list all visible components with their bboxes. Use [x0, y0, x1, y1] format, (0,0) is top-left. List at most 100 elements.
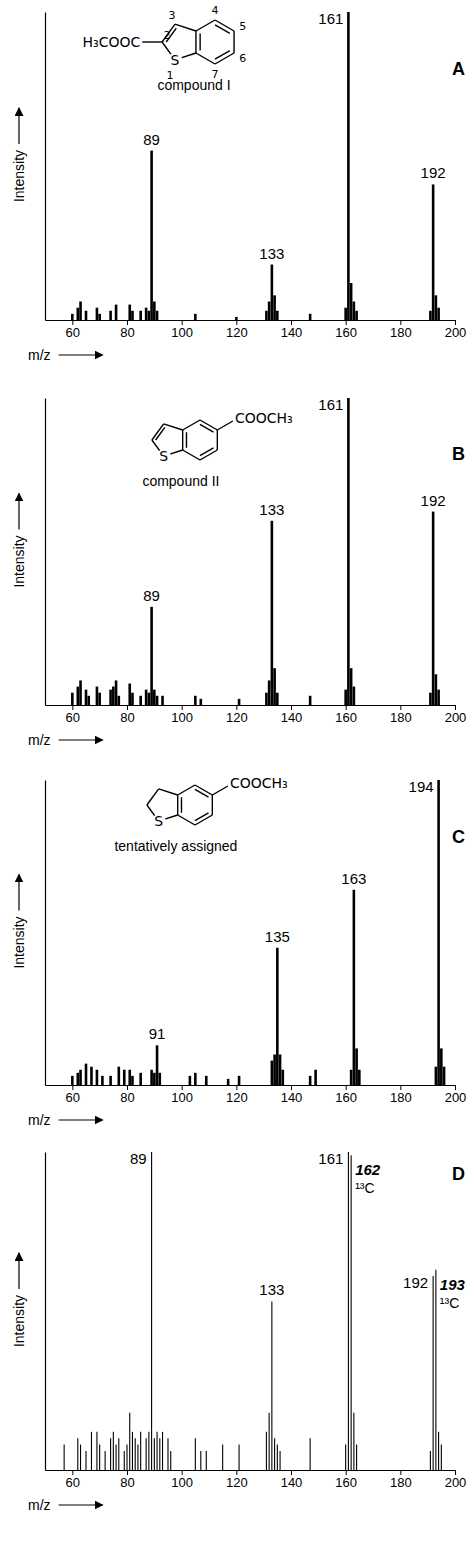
x-tick: 180 [390, 705, 412, 725]
x-tick: 60 [66, 1470, 80, 1490]
x-axis-line [46, 1085, 456, 1086]
peak [277, 1445, 278, 1470]
y-axis-arrow [18, 493, 19, 529]
double-bond [215, 25, 230, 34]
peak [137, 1445, 138, 1470]
x-tick: 140 [281, 1470, 303, 1490]
y-axis-title: Intensity [11, 535, 27, 587]
peak [131, 311, 134, 320]
panel: 6080100120140160180200Intensitym/zD89133… [11, 1150, 466, 1513]
peak [145, 308, 148, 320]
peak [273, 1055, 276, 1086]
peak [85, 311, 88, 320]
x-tick-label: 160 [335, 1090, 357, 1105]
peak-label: 192 [421, 164, 446, 181]
bond [183, 450, 200, 460]
peak [148, 311, 151, 320]
x-axis-title: m/z [28, 1497, 51, 1513]
peak [266, 1432, 267, 1470]
peak [85, 690, 88, 705]
peak [159, 1438, 160, 1470]
x-tick: 60 [66, 1085, 80, 1105]
peak [443, 1067, 446, 1085]
peak [268, 302, 271, 320]
peak [129, 1413, 130, 1470]
peak [80, 1445, 81, 1470]
x-tick: 140 [281, 705, 303, 725]
x-tick: 180 [390, 320, 412, 340]
x-tick: 120 [226, 1470, 248, 1490]
structure: COOCH₃Stentatively assigned [114, 775, 287, 854]
peak [353, 1413, 354, 1470]
peak [437, 780, 440, 1085]
peak [105, 1451, 106, 1470]
x-tick-label: 60 [66, 1475, 80, 1490]
atom-number: 3 [168, 9, 175, 22]
peak [194, 1073, 197, 1085]
x-tick-label: 140 [281, 710, 303, 725]
peak-label: 161 [318, 1150, 343, 1167]
x-tick-label: 80 [120, 1090, 134, 1105]
peak [123, 1070, 126, 1085]
bond [200, 420, 217, 430]
peak [435, 295, 438, 320]
peak-label: 133 [259, 501, 284, 518]
x-tick-label: 200 [445, 1475, 467, 1490]
peak [274, 1438, 275, 1470]
peak [347, 398, 350, 705]
peak [162, 1432, 163, 1470]
y-axis [45, 13, 46, 321]
x-axis: 6080100120140160180200 [46, 320, 467, 340]
peak [355, 311, 358, 320]
bond [195, 785, 212, 795]
peak [153, 1073, 156, 1085]
x-axis-title: m/z [28, 732, 51, 748]
peak [132, 1432, 133, 1470]
bond [217, 421, 233, 430]
peak [353, 302, 356, 320]
peak [109, 311, 112, 320]
peak [153, 690, 156, 705]
peak [145, 690, 148, 705]
peak [282, 1070, 285, 1085]
y-axis-line [45, 1153, 46, 1471]
peak [87, 696, 90, 705]
y-axis-arrow [18, 108, 19, 144]
peak [353, 890, 356, 1085]
peak [77, 1438, 78, 1470]
panel-title: B [452, 444, 465, 464]
peak [79, 680, 82, 705]
x-tick: 60 [66, 320, 80, 340]
y-axis-arrow [18, 1253, 19, 1289]
peak [128, 305, 131, 320]
bond [164, 424, 183, 430]
peak [128, 684, 131, 705]
x-axis-line [46, 1470, 456, 1471]
peak [429, 693, 432, 705]
x-tick: 100 [171, 1085, 193, 1105]
y-axis [45, 1153, 46, 1471]
peak [276, 311, 279, 320]
structure-caption: compound I [157, 77, 230, 93]
peak [353, 687, 356, 705]
x-tick: 160 [335, 320, 357, 340]
peak [200, 699, 203, 705]
peak [238, 1076, 241, 1085]
peak [139, 311, 142, 320]
peak-label: 135 [265, 928, 290, 945]
peak [96, 687, 99, 705]
y-axis-title: Intensity [11, 1295, 27, 1347]
peak [310, 1438, 311, 1470]
x-tick: 60 [66, 705, 80, 725]
peak [309, 314, 312, 320]
peak [77, 308, 80, 320]
peak [151, 1152, 152, 1470]
peak [116, 1445, 117, 1470]
structure: H₃COOCS2345671compound I [83, 4, 247, 93]
peak [131, 693, 134, 705]
bond [177, 795, 178, 815]
x-tick-label: 60 [66, 1090, 80, 1105]
peak [159, 1073, 162, 1085]
structure: COOCH₃Scompound II [142, 410, 292, 489]
double-bond [200, 448, 214, 456]
